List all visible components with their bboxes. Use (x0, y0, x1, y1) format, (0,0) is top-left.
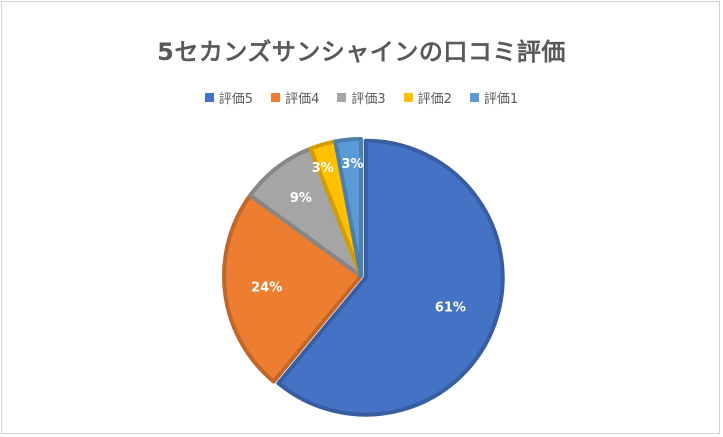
pie-slice-rating4 (222, 193, 363, 384)
legend-item-rating5: 評価5 (204, 88, 254, 107)
legend-swatch-rating5 (204, 93, 214, 102)
legend-label-rating2: 評価2 (417, 92, 452, 107)
chart-title: 5セカンズサンシャインの口コミ評価 (157, 38, 566, 66)
legend-swatch-rating1 (469, 93, 479, 102)
legend-swatch-rating4 (271, 93, 281, 102)
legend-swatch-rating2 (403, 93, 413, 102)
legend-label-rating5: 評価5 (218, 92, 254, 107)
data-label-rating5: 61% (435, 301, 466, 316)
legend-label-rating1: 評価1 (483, 92, 519, 107)
legend-swatch-rating3 (337, 93, 347, 102)
legend-item-rating1: 評価1 (469, 88, 519, 107)
pie-slice-rating1 (333, 137, 363, 278)
legend-item-rating3: 評価3 (337, 88, 386, 107)
data-label-rating1: 3% (341, 157, 363, 172)
legend-item-rating2: 評価2 (403, 88, 452, 107)
data-label-rating3: 9% (290, 191, 312, 206)
legend-label-rating3: 評価3 (351, 92, 386, 107)
pie-slice-rating5 (276, 138, 505, 417)
legend-label-rating4: 評価4 (285, 92, 320, 107)
legend-item-rating4: 評価4 (271, 88, 319, 107)
data-label-rating4: 24% (251, 280, 282, 295)
data-label-rating2: 3% (312, 161, 334, 176)
legend: 評価5 評価4 評価3 評価2 評価1 (2, 88, 721, 107)
